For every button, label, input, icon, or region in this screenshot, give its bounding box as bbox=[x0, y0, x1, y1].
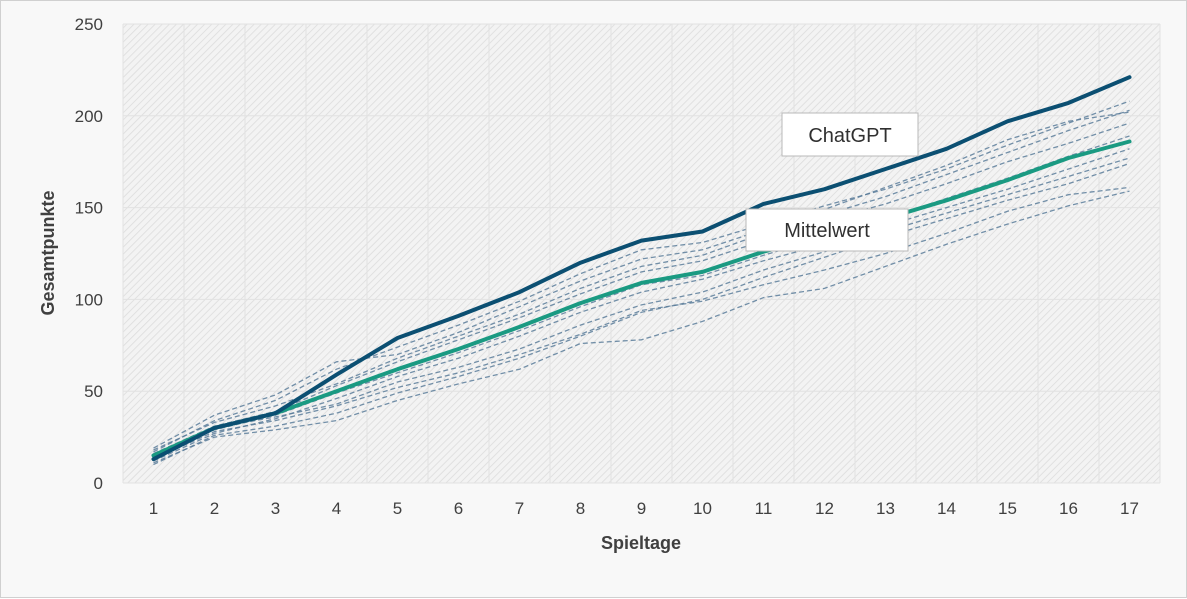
mittelwert-callout-label: Mittelwert bbox=[784, 220, 870, 242]
other-series-line-5 bbox=[153, 157, 1130, 458]
x-tick-label: 1 bbox=[149, 499, 158, 518]
x-tick-label: 6 bbox=[454, 499, 463, 518]
other-series-line-6 bbox=[153, 190, 1130, 464]
x-axis-ticks: 1 2 3 4 5 6 7 8 9 10 11 12 13 14 15 16 17 bbox=[149, 499, 1139, 518]
x-tick-label: 12 bbox=[815, 499, 834, 518]
x-tick-label: 11 bbox=[755, 499, 773, 518]
mittelwert-callout: Mittelwert bbox=[745, 208, 909, 252]
y-tick-label: 150 bbox=[75, 199, 103, 218]
x-tick-label: 10 bbox=[693, 499, 712, 518]
x-tick-label: 5 bbox=[393, 499, 402, 518]
x-tick-label: 8 bbox=[576, 499, 585, 518]
chatgpt-callout-label: ChatGPT bbox=[808, 125, 891, 147]
other-series-line-9 bbox=[153, 111, 1130, 449]
x-tick-label: 2 bbox=[210, 499, 219, 518]
x-tick-label: 15 bbox=[998, 499, 1017, 518]
y-tick-label: 250 bbox=[75, 15, 103, 34]
chatgpt-callout: ChatGPT bbox=[781, 112, 919, 157]
y-axis-title: Gesamtpunkte bbox=[38, 190, 58, 315]
x-tick-label: 4 bbox=[332, 499, 341, 518]
x-tick-label: 9 bbox=[637, 499, 646, 518]
x-tick-label: 16 bbox=[1059, 499, 1078, 518]
y-tick-label: 50 bbox=[84, 382, 103, 401]
mittelwert-line bbox=[151, 139, 1132, 458]
x-tick-label: 7 bbox=[515, 499, 524, 518]
x-tick-label: 14 bbox=[937, 499, 956, 518]
x-tick-label: 3 bbox=[271, 499, 280, 518]
highlighted-series-lines bbox=[151, 75, 1132, 462]
y-tick-label: 100 bbox=[75, 290, 103, 309]
y-axis-ticks: 0 50 100 150 200 250 bbox=[75, 15, 103, 493]
y-tick-label: 0 bbox=[94, 474, 103, 493]
x-axis-title: Spieltage bbox=[601, 533, 681, 553]
chatgpt-line bbox=[151, 75, 1132, 462]
other-series-line-3 bbox=[153, 148, 1130, 462]
y-tick-label: 200 bbox=[75, 107, 103, 126]
callouts: ChatGPT Mittelwert bbox=[745, 112, 919, 252]
other-series-line-8 bbox=[153, 186, 1130, 460]
other-series-line-4 bbox=[153, 162, 1130, 466]
x-tick-label: 13 bbox=[876, 499, 895, 518]
other-series-line-2 bbox=[153, 122, 1130, 455]
x-tick-label: 17 bbox=[1120, 499, 1139, 518]
other-series-line-1 bbox=[153, 109, 1130, 451]
other-series-line-7 bbox=[153, 100, 1130, 453]
